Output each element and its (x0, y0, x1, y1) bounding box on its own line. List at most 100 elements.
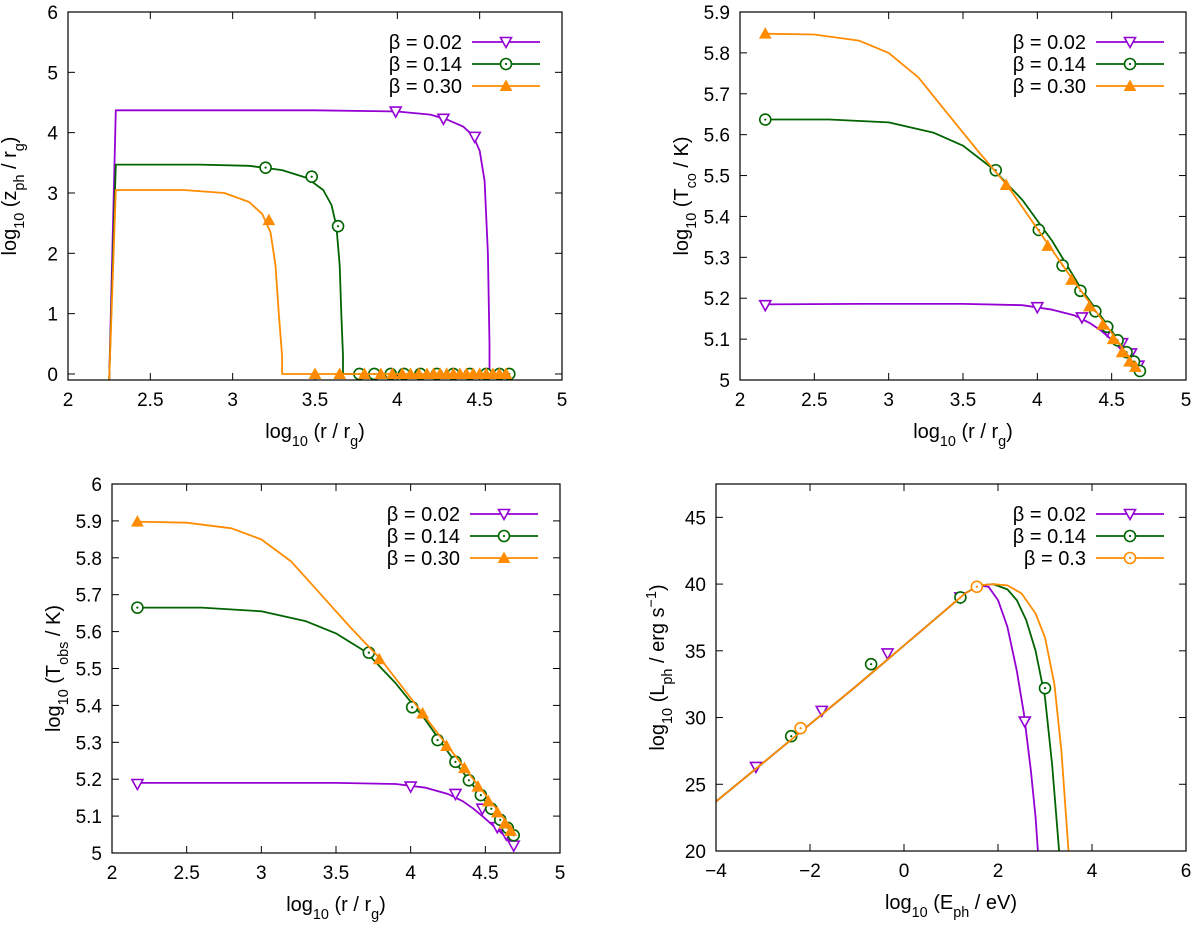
y-tick-label: 5.1 (704, 330, 730, 351)
axis-label-part: log (647, 724, 669, 751)
data-point (999, 178, 1013, 190)
axes: 2 2.5 3 3.5 4 4.5 5 5 5.1 5.2 5.3 5.4 5.5 5.6 5.7 5.8 5.… (704, 3, 1192, 411)
x-tick-label: 3.5 (950, 390, 976, 411)
x-axis-label: log10 (r / rg) (265, 421, 365, 450)
data-point (1017, 716, 1032, 729)
plot-area (108, 106, 516, 380)
y-axis-label: log10 (Tco / K) (671, 136, 700, 255)
legend-label: β = 0.14 (389, 54, 462, 76)
series-purple (130, 778, 521, 853)
series-green (108, 161, 516, 380)
y-tick-label: 5.9 (76, 512, 102, 533)
y-tick-label: 30 (685, 709, 706, 730)
series-green (716, 583, 1060, 851)
x-tick-label: 4.5 (472, 863, 498, 884)
data-point (436, 113, 451, 126)
data-point (358, 367, 371, 379)
data-point (416, 706, 429, 719)
x-tick-label: −2 (799, 861, 821, 882)
legend-label: β = 0.14 (1013, 526, 1086, 548)
axis-label-part: / K) (671, 136, 693, 173)
data-point (374, 367, 388, 379)
y-tick-label: 25 (685, 775, 706, 796)
data-point (462, 774, 476, 787)
axis-label-part: (L (647, 685, 669, 708)
series-line (108, 163, 510, 380)
data-point (404, 367, 417, 379)
y-tick-label: 5.2 (76, 770, 102, 791)
x-tick-label: 6 (1181, 861, 1192, 882)
x-tick-label: 4.5 (1098, 390, 1124, 411)
y-tick-label: 5.4 (76, 696, 103, 717)
axis-label-part: 10 (940, 434, 956, 450)
data-point (362, 646, 376, 659)
plot-frame (111, 483, 561, 854)
x-tick-label: 2.5 (173, 863, 199, 884)
data-point (970, 580, 984, 594)
x-tick-label: 2 (107, 863, 118, 884)
legend-label: β = 0.14 (1013, 54, 1086, 76)
data-point (372, 652, 386, 665)
series-line (762, 118, 1141, 373)
axis-label-part: 10 (56, 689, 72, 705)
legend: β = 0.02β = 0.14β = 0.3 (1013, 504, 1164, 570)
y-tick-label: 5.9 (704, 3, 730, 24)
series-orange (131, 515, 518, 836)
axis-label-part: log (671, 229, 693, 256)
data-point (758, 299, 773, 313)
x-tick-label: 3 (227, 390, 238, 411)
y-axis-label: log10 (zph / rg) (0, 137, 28, 256)
axis-label-part: ph (953, 905, 969, 921)
y-tick-label: 5.6 (76, 623, 102, 644)
x-tick-label: 3 (883, 390, 894, 411)
y-tick-label: 5.1 (76, 807, 102, 828)
y-tick-label: 5.8 (704, 44, 730, 65)
legend-label: β = 0.02 (387, 504, 460, 526)
x-tick-label: 2 (993, 861, 1004, 882)
legend: β = 0.02β = 0.14β = 0.30 (389, 32, 540, 98)
data-point (467, 131, 482, 145)
axis-label-part: ) (647, 584, 669, 591)
series-purple (758, 299, 1146, 373)
data-point (262, 213, 276, 226)
x-tick-label: 2.5 (801, 390, 827, 411)
legend-marker (497, 551, 511, 563)
data-point (1041, 239, 1055, 251)
data-point (490, 805, 504, 818)
y-tick-label: 35 (685, 642, 706, 663)
data-point (333, 367, 347, 379)
y-tick-label: 45 (685, 508, 706, 529)
data-point (259, 161, 272, 174)
x-tick-label: 2 (735, 390, 746, 411)
data-point (880, 648, 895, 661)
axis-label-part: log (0, 229, 21, 256)
legend-marker (1123, 529, 1137, 543)
legend-label: β = 0.02 (1013, 504, 1086, 526)
axis-label-part: (r / r (308, 421, 351, 443)
axis-label-part: / K) (43, 605, 65, 642)
axis-label-part: 10 (292, 434, 308, 450)
axis-label-part: ) (379, 894, 386, 916)
data-point (504, 824, 518, 836)
y-tick-label: 0 (47, 365, 58, 386)
x-tick-label: 4 (392, 390, 403, 411)
y-tick-label: 3 (47, 184, 58, 205)
x-tick-label: 0 (899, 861, 910, 882)
data-point (458, 761, 471, 774)
axis-label-part: log (913, 421, 940, 443)
axis-label-part: / erg s (647, 607, 669, 668)
axes: −4 −2 0 2 4 6 20 25 30 35 40 45 (685, 484, 1191, 882)
data-point (395, 367, 409, 379)
y-tick-label: 5.3 (76, 733, 102, 754)
data-point (1065, 273, 1078, 285)
data-point (471, 780, 485, 792)
y-tick-label: 5.5 (704, 167, 730, 188)
data-point (331, 219, 345, 233)
y-tick-label: 6 (91, 475, 102, 496)
plot-frame (67, 11, 563, 381)
axis-label-part: (E (928, 892, 954, 914)
data-point (481, 794, 495, 807)
data-point (498, 816, 512, 829)
axes: 2 2.5 3 3.5 4 4.5 5 5 5.1 5.2 5.3 5.4 5.5 5.6 5.7 5.8 5.… (76, 475, 566, 884)
data-point (1083, 299, 1096, 312)
